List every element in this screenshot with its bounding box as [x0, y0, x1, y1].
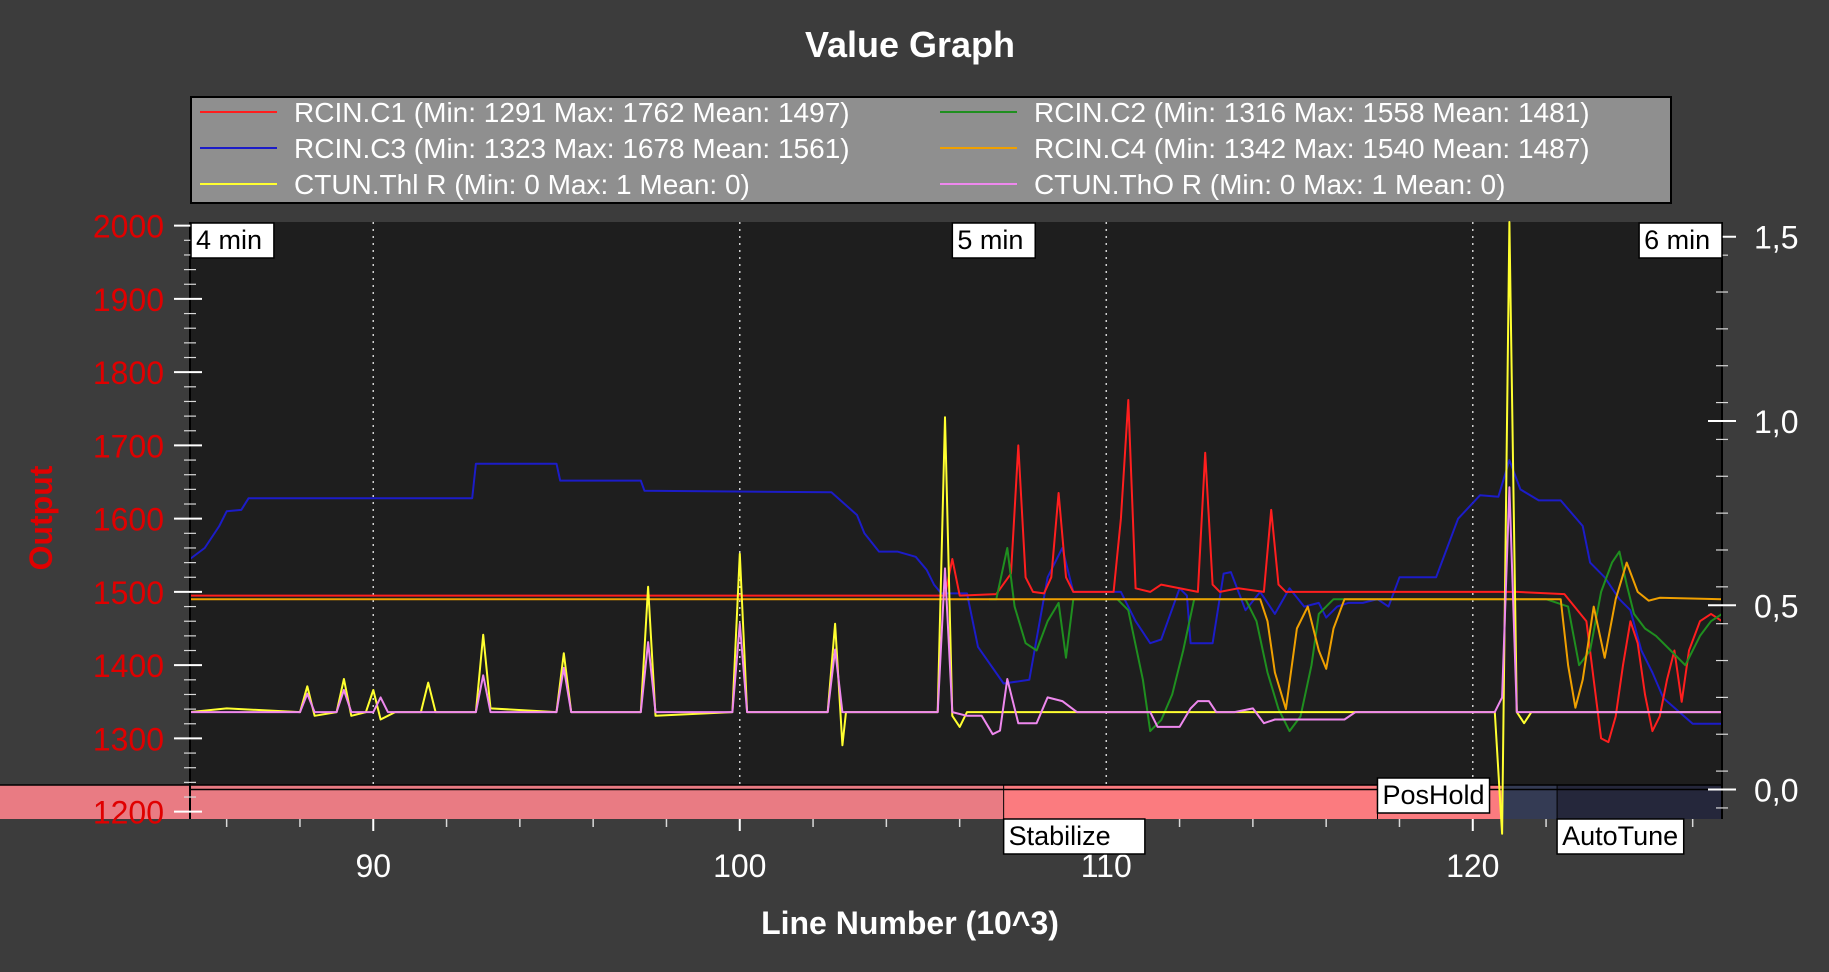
y2-tick-label: 0,0 [1754, 773, 1798, 809]
legend-label: CTUN.Thl R (Min: 0 Max: 1 Mean: 0) [294, 169, 750, 200]
mode-label: PosHold [1376, 777, 1491, 814]
mode-label: AutoTune [1556, 818, 1685, 855]
time-marker-label-text: 6 min [1644, 225, 1710, 255]
y-tick-label: 2000 [93, 209, 164, 245]
mode-band-segment [1502, 785, 1558, 819]
legend-item: RCIN.C4 (Min: 1342 Max: 1540 Mean: 1487) [940, 133, 1590, 164]
legend-item: RCIN.C1 (Min: 1291 Max: 1762 Mean: 1497) [200, 97, 850, 128]
y-tick-label: 1200 [93, 795, 164, 831]
legend-label: RCIN.C4 (Min: 1342 Max: 1540 Mean: 1487) [1034, 133, 1590, 164]
y-tick-label: 1600 [93, 502, 164, 538]
chart-title: Value Graph [805, 24, 1015, 65]
legend-label: RCIN.C3 (Min: 1323 Max: 1678 Mean: 1561) [294, 133, 850, 164]
time-marker-label-box [1638, 222, 1723, 259]
mode-label: Stabilize [1002, 818, 1146, 855]
time-marker-label-box [190, 222, 275, 259]
y-tick-label: 1500 [93, 575, 164, 611]
mode-label-box [1002, 818, 1146, 855]
y-tick-label: 1800 [93, 355, 164, 391]
mode-band-segment [1557, 785, 1722, 819]
time-marker-label: 6 min [1638, 222, 1723, 259]
legend-item: CTUN.ThO R (Min: 0 Max: 1 Mean: 0) [940, 169, 1505, 200]
legend-label: CTUN.ThO R (Min: 0 Max: 1 Mean: 0) [1034, 169, 1505, 200]
y2-tick-label: 1,5 [1754, 220, 1798, 256]
y-tick-label: 1900 [93, 282, 164, 318]
series-line-rcin-c4 [190, 561, 1723, 711]
time-marker-label: 4 min [190, 222, 275, 259]
y-tick-label: 1300 [93, 721, 164, 757]
y-axis-title: Output [23, 465, 59, 570]
legend-item: RCIN.C3 (Min: 1323 Max: 1678 Mean: 1561) [200, 133, 850, 164]
series-line-rcin-c2 [989, 547, 1723, 733]
y-tick-label: 1700 [93, 428, 164, 464]
legend-box [190, 96, 1672, 204]
y2-tick-label: 1,0 [1754, 404, 1798, 440]
legend-item: RCIN.C2 (Min: 1316 Max: 1558 Mean: 1481) [940, 97, 1590, 128]
mode-label-text: PosHold [1382, 780, 1484, 810]
mode-band-segment [1003, 785, 1378, 819]
mode-label-text: AutoTune [1562, 821, 1678, 851]
mode-label-text: Stabilize [1009, 821, 1111, 851]
y-tick-label: 1400 [93, 648, 164, 684]
plot-area [190, 222, 1722, 819]
series-line-ctun-tho-r [190, 486, 1722, 736]
x-axis-title: Line Number (10^3) [761, 905, 1059, 941]
legend-label: RCIN.C1 (Min: 1291 Max: 1762 Mean: 1497) [294, 97, 850, 128]
x-tick-label: 90 [355, 848, 391, 884]
legend-item: CTUN.Thl R (Min: 0 Max: 1 Mean: 0) [200, 169, 750, 200]
x-tick-label: 120 [1446, 848, 1499, 884]
time-marker-label-text: 5 min [957, 225, 1023, 255]
time-marker-label-text: 4 min [196, 225, 262, 255]
series-line-rcin-c3 [189, 459, 1722, 725]
mode-label-box [1556, 818, 1685, 855]
time-marker-label-box [951, 222, 1036, 259]
time-marker-label: 5 min [951, 222, 1036, 259]
y2-tick-label: 0,5 [1754, 588, 1798, 624]
mode-label-box [1376, 777, 1491, 814]
x-tick-label: 100 [713, 848, 766, 884]
series-line-rcin-c1 [190, 399, 1723, 744]
mode-band-segment [0, 785, 1004, 819]
legend-label: RCIN.C2 (Min: 1316 Max: 1558 Mean: 1481) [1034, 97, 1590, 128]
